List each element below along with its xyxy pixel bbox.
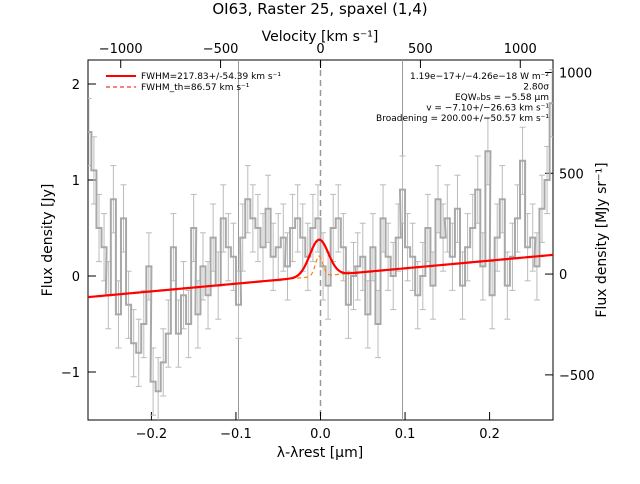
annotation: Broadening = 200.00+/−50.57 km s⁻¹ bbox=[376, 114, 549, 124]
fit-curve bbox=[88, 238, 553, 299]
y-axis-label-right: Flux density [MJy sr⁻¹] bbox=[594, 162, 610, 317]
top-axis-label: Velocity [km s⁻¹] bbox=[262, 29, 379, 45]
annotation: 2.80σ bbox=[523, 83, 549, 93]
y-tick-label: −1 bbox=[61, 366, 80, 381]
plot-area: −0.2 −0.1 0.0 0.1 0.2 −1000 −500 0 500 1000 −1 0 1 2 −… bbox=[61, 42, 595, 442]
chart-title: OI63, Raster 25, spaxel (1,4) bbox=[212, 0, 427, 18]
top-tick-label: −500 bbox=[203, 42, 239, 57]
top-tick-label: −1000 bbox=[99, 42, 143, 57]
right-tick-label: −500 bbox=[559, 369, 595, 384]
right-tick-label: 500 bbox=[559, 167, 584, 182]
x-axis-label: λ-λrest [μm] bbox=[277, 445, 363, 461]
right-tick-label: 0 bbox=[559, 268, 567, 283]
data-layer bbox=[88, 69, 553, 420]
annotation: v = −7.10+/−26.63 km s⁻¹ bbox=[426, 104, 549, 114]
right-tick-label: 1000 bbox=[559, 66, 592, 81]
top-tick-label: 500 bbox=[408, 42, 433, 57]
y-tick-label: 2 bbox=[72, 78, 80, 93]
annotation: EQWₒbs = −5.58 μm bbox=[455, 93, 549, 103]
x-tick-label: 0.0 bbox=[310, 427, 331, 442]
x-tick-label: 0.1 bbox=[395, 427, 416, 442]
x-tick-label: −0.2 bbox=[136, 427, 168, 442]
y-tick-label: 1 bbox=[72, 174, 80, 189]
x-tick-label: −0.1 bbox=[220, 427, 252, 442]
legend-label-fit: FWHM=217.83+/-54.39 km s⁻¹ bbox=[141, 72, 281, 82]
x-tick-label: 0.2 bbox=[479, 427, 500, 442]
top-tick-label: 1000 bbox=[504, 42, 537, 57]
y-tick-label: 0 bbox=[72, 270, 80, 285]
top-tick-label: 0 bbox=[316, 42, 324, 57]
legend-label-thermal: FWHM_th=86.57 km s⁻¹ bbox=[141, 83, 250, 93]
y-axis-label-left: Flux density [Jy] bbox=[40, 184, 56, 297]
spectrum-histogram bbox=[88, 102, 553, 393]
annotation: 1.19e−17+/−4.26e−18 W m⁻² bbox=[410, 72, 549, 82]
